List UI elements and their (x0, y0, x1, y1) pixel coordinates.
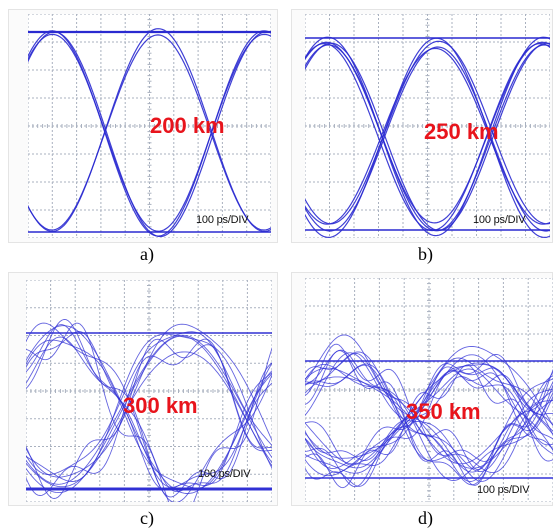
distance-label-d: 350 km (406, 399, 481, 424)
eye-diagram-d (305, 278, 553, 502)
eye-diagram-b-plot (305, 14, 550, 238)
eye-diagram-b (305, 14, 550, 238)
scale-label-c: 100 ps/DIV (198, 468, 251, 480)
scale-label-b: 100 ps/DIV (473, 214, 526, 226)
caption-b: b) (418, 244, 433, 264)
eye-diagram-a (28, 14, 271, 238)
eye-diagram-d-plot (305, 278, 553, 502)
eye-traces (26, 318, 272, 502)
grid (305, 278, 553, 502)
distance-label-c: 300 km (123, 393, 198, 418)
scale-label-d: 100 ps/DIV (477, 484, 530, 496)
eye-traces (305, 334, 553, 489)
eye-traces (28, 28, 271, 238)
distance-label-a: 200 km (150, 113, 225, 138)
caption-c: c) (140, 508, 154, 528)
eye-diagram-a-plot (28, 14, 271, 238)
eye-diagram-c-plot (26, 280, 272, 502)
caption-a: a) (140, 244, 154, 264)
eye-diagram-c (26, 280, 272, 502)
scale-label-a: 100 ps/DIV (196, 214, 249, 226)
eye-traces (305, 36, 550, 238)
caption-d: d) (418, 508, 433, 528)
distance-label-b: 250 km (424, 119, 499, 144)
